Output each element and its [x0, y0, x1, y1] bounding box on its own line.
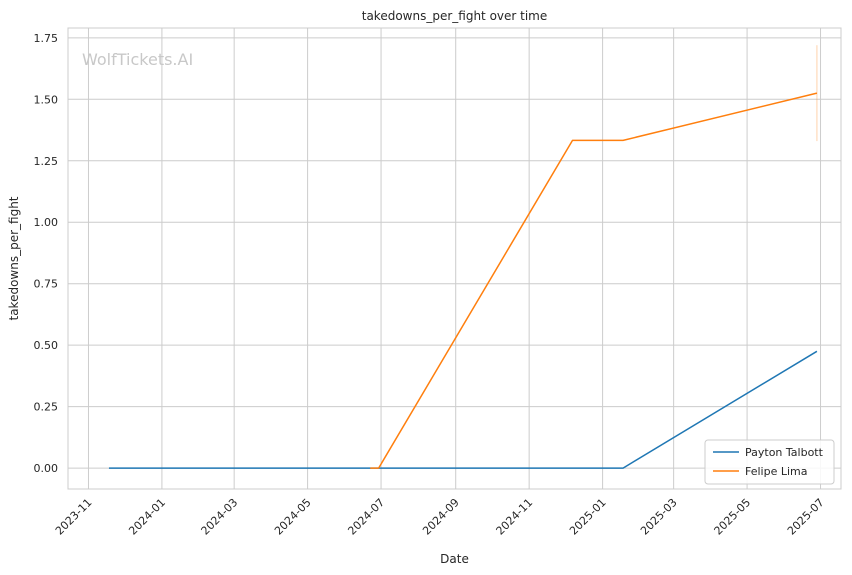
x-tick-label: 2024-01 [126, 496, 168, 538]
x-tick-label: 2024-09 [420, 496, 462, 538]
x-tick-label: 2024-07 [345, 496, 387, 538]
legend-box [704, 439, 835, 485]
plot-frame [67, 27, 842, 490]
y-tick-label: 0.75 [34, 278, 59, 291]
x-tick-label: 2023-11 [53, 496, 95, 538]
watermark: WolfTickets.AI [82, 50, 193, 69]
x-axis-label: Date [440, 552, 469, 566]
chart-title: takedowns_per_fight over time [362, 9, 548, 23]
legend-label-1: Felipe Lima [745, 465, 808, 478]
grid-lines [68, 28, 841, 489]
x-tick-label: 2025-07 [785, 496, 827, 538]
x-tick-label: 2024-05 [272, 496, 314, 538]
x-axis-ticks: 2023-11 2024-01 2024-03 2024-05 2024-07 2024-… [53, 496, 827, 538]
plot-area [68, 28, 841, 489]
series-line-0 [108, 350, 818, 469]
x-tick-label: 2024-03 [199, 496, 241, 538]
y-tick-label: 1.50 [34, 93, 59, 106]
x-tick-label: 2024-11 [494, 496, 536, 538]
y-tick-label: 1.75 [34, 32, 59, 45]
y-tick-label: 1.00 [34, 216, 59, 229]
x-tick-label: 2025-01 [567, 496, 609, 538]
series-line-1 [370, 92, 818, 469]
legend: Payton Talbott Felipe Lima [704, 439, 835, 485]
x-tick-label: 2025-03 [638, 496, 680, 538]
series-layer [108, 45, 818, 469]
y-tick-label: 0.50 [34, 339, 59, 352]
y-tick-label: 0.25 [34, 401, 59, 414]
legend-label-0: Payton Talbott [745, 446, 824, 459]
y-axis-label: takedowns_per_fight [7, 196, 21, 320]
x-tick-label: 2025-05 [712, 496, 754, 538]
y-tick-label: 1.25 [34, 155, 59, 168]
y-axis-ticks: 0.00 0.25 0.50 0.75 1.00 1.25 1.50 1.75 [34, 32, 59, 475]
y-tick-label: 0.00 [34, 462, 59, 475]
